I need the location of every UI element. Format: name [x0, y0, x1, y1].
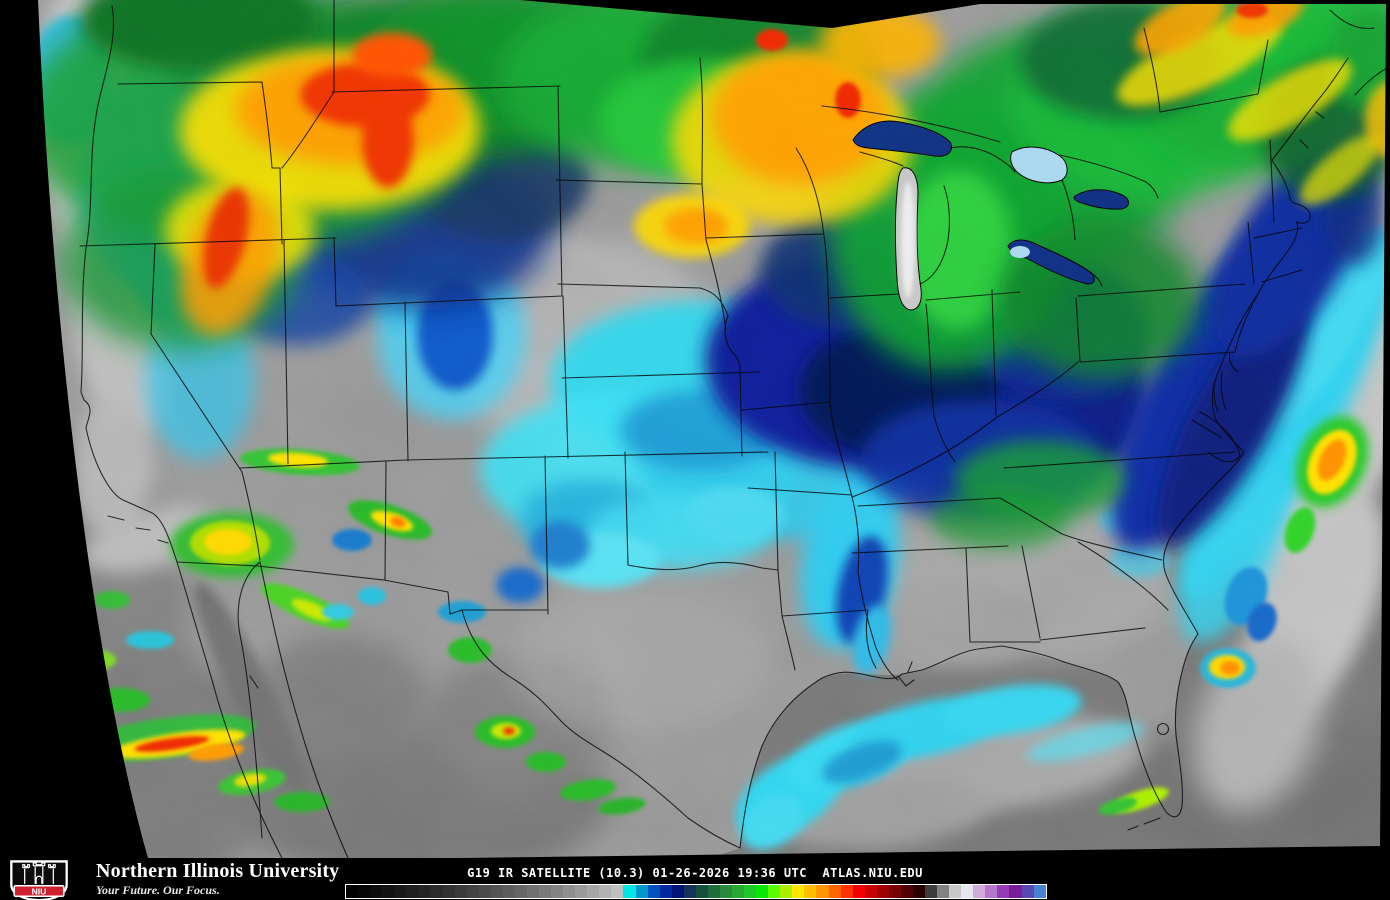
color-scale-cell [937, 885, 950, 898]
niu-acronym: NIU [32, 886, 47, 896]
color-scale-cell [671, 885, 684, 898]
color-scale-cell [792, 885, 805, 898]
image-caption: G19 IR SATELLITE (10.3) 01-26-2026 19:36… [467, 866, 923, 880]
color-scale-cell [454, 885, 467, 898]
color-scale-cell [997, 885, 1010, 898]
color-scale-cell [900, 885, 913, 898]
color-scale-cell [852, 885, 865, 898]
color-scale-cell [719, 885, 732, 898]
satellite-map [38, 0, 1386, 858]
color-scale-cell [949, 885, 962, 898]
color-scale-cell [647, 885, 660, 898]
color-scale-cell [744, 885, 757, 898]
color-scale-cell [346, 885, 359, 898]
color-scale-cell [1033, 885, 1046, 898]
institution-tagline: Your Future. Our Focus. [96, 883, 220, 897]
color-scale-cell [973, 885, 986, 898]
ir-color-scale [345, 884, 1047, 899]
color-scale-cell [828, 885, 841, 898]
color-scale-cell [695, 885, 708, 898]
color-scale-cell [659, 885, 672, 898]
color-scale-cell [358, 885, 371, 898]
color-scale-cell [382, 885, 395, 898]
color-scale-cell [780, 885, 793, 898]
color-scale-cell [888, 885, 901, 898]
color-scale-cell [514, 885, 527, 898]
color-scale-cell [587, 885, 600, 898]
color-scale-cell [490, 885, 503, 898]
color-scale-cell [551, 885, 564, 898]
color-scale-cell [430, 885, 443, 898]
color-scale-cell [840, 885, 853, 898]
color-scale-cell [575, 885, 588, 898]
color-scale-cell [442, 885, 455, 898]
color-scale-cell [707, 885, 720, 898]
color-scale-cell [756, 885, 769, 898]
color-scale-cell [635, 885, 648, 898]
institution-name: Northern Illinois University [96, 860, 340, 882]
grain-texture [38, 0, 1386, 858]
niu-wordmark: Northern Illinois University Your Future… [96, 860, 339, 898]
color-scale-cell [623, 885, 636, 898]
color-scale-cell [611, 885, 624, 898]
color-scale-cell [804, 885, 817, 898]
color-scale-cell [599, 885, 612, 898]
color-scale-cell [370, 885, 383, 898]
color-scale-cell [1009, 885, 1022, 898]
color-scale-cell [539, 885, 552, 898]
color-scale-cell [1021, 885, 1034, 898]
color-scale-cell [768, 885, 781, 898]
color-scale-cell [406, 885, 419, 898]
color-scale-cell [683, 885, 696, 898]
niu-shield-icon: NIU [10, 860, 68, 900]
color-scale-cell [394, 885, 407, 898]
color-scale-cell [418, 885, 431, 898]
color-scale-cell [478, 885, 491, 898]
niu-logo: NIU Northern Illinois University Your Fu… [8, 860, 339, 900]
color-scale-cell [563, 885, 576, 898]
color-scale-cell [732, 885, 745, 898]
color-scale-cell [526, 885, 539, 898]
footer-bar: NIU Northern Illinois University Your Fu… [0, 858, 1390, 900]
color-scale-cell [985, 885, 998, 898]
color-scale-cell [466, 885, 479, 898]
color-scale-cell [876, 885, 889, 898]
color-scale-cell [502, 885, 515, 898]
color-scale-cell [925, 885, 938, 898]
color-scale-cell [961, 885, 974, 898]
color-scale-cell [912, 885, 925, 898]
color-scale-cell [864, 885, 877, 898]
color-scale-cell [816, 885, 829, 898]
